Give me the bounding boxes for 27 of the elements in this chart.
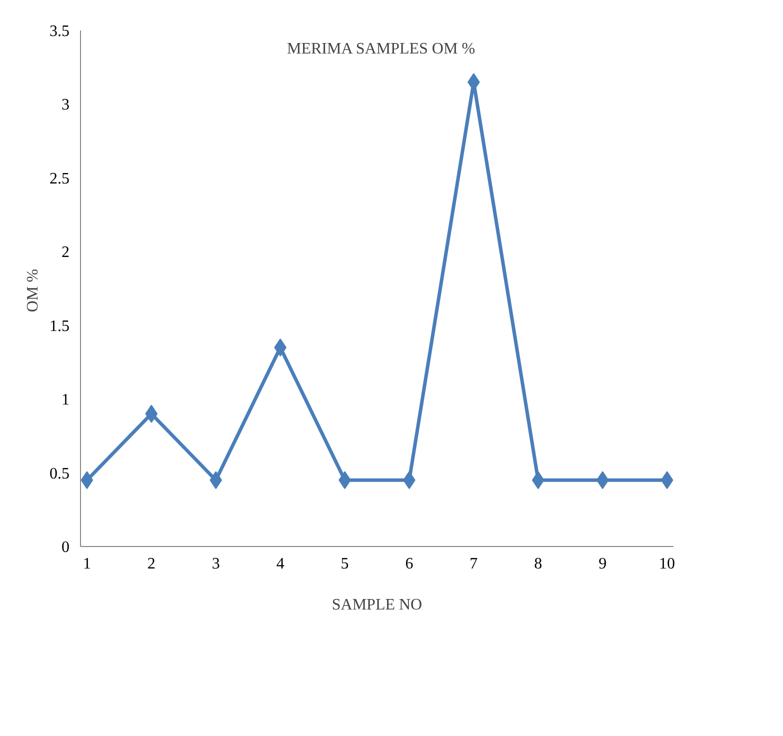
point — [532, 471, 544, 490]
x-tick-label: 5 — [340, 556, 349, 572]
y-axis-title: OM % — [24, 268, 42, 312]
x-tick-label: 8 — [534, 556, 542, 572]
y-tick-label: 0.5 — [50, 465, 70, 482]
point — [596, 471, 609, 490]
point — [80, 471, 94, 490]
x-tick-label: 2 — [147, 556, 156, 572]
text: MERIMA SAMPLES OM % — [286, 40, 476, 58]
x-tick-label: 10 — [659, 556, 676, 572]
x-tick-label: 3 — [212, 556, 220, 572]
y-tick-label: 2.5 — [50, 170, 70, 188]
x-tick-label: 4 — [276, 556, 284, 572]
y-tick-label: 3.5 — [50, 23, 70, 40]
x-axis-title: SAMPLE NO — [332, 596, 422, 614]
point — [660, 471, 674, 490]
y-tick-label: 2 — [62, 244, 70, 262]
x-tick-label: 1 — [82, 556, 91, 572]
y-tick-label: 3 — [62, 96, 70, 114]
x-tick-label: 9 — [598, 556, 607, 572]
x-tick-label: 7 — [470, 556, 478, 572]
x-tick-label: 6 — [405, 556, 414, 572]
y-tick-label: 1.5 — [50, 318, 70, 335]
point — [210, 471, 222, 490]
y-tick-label: 1 — [62, 392, 70, 409]
point — [145, 404, 158, 423]
y-tick-label: 0 — [62, 539, 70, 556]
